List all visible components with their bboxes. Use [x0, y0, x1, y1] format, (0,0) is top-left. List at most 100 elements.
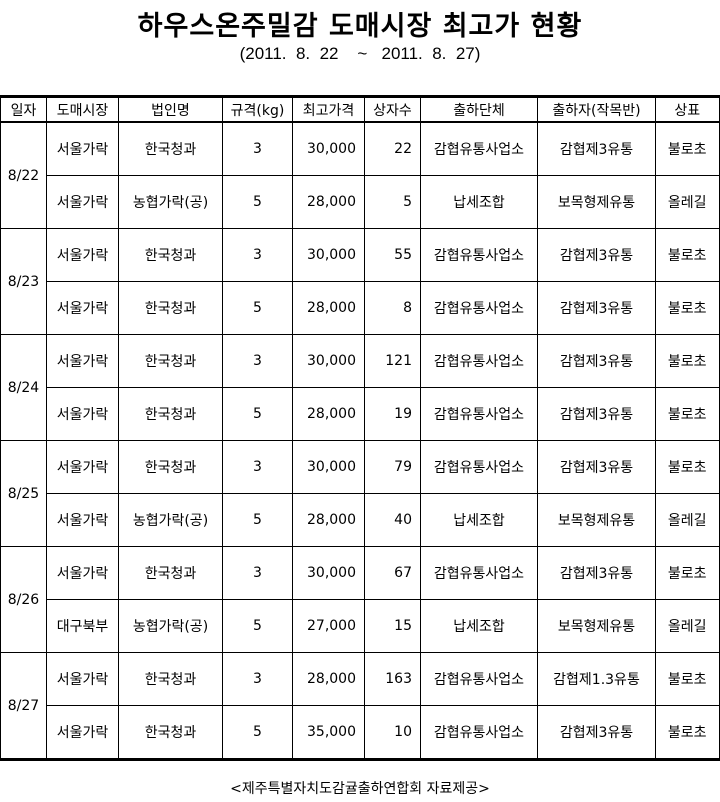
table-cell: 감협제3유통 [537, 281, 656, 335]
table-cell: 한국청과 [118, 334, 223, 388]
table-row: 8/24 서울가락 한국청과 3 30,000 121 감협유통사업소 감협제3유통 불로초 [0, 334, 720, 441]
table-cell: 5 [222, 281, 293, 335]
table-cell: 서울가락 [46, 175, 119, 229]
price-table: 일자 도매시장 법인명 규격(kg) 최고가격 상자수 출하단체 출하자(작목반) 상표 8/2… [0, 95, 720, 761]
table-cell: 한국청과 [118, 546, 223, 600]
table-header-row: 일자 도매시장 법인명 규격(kg) 최고가격 상자수 출하단체 출하자(작목반) 상표 [0, 96, 720, 123]
table-row: 서울가락 농협가락(공) 5 28,000 5 납세조합 보목형제유통 올레길 [1, 175, 720, 229]
table-cell: 서울가락 [46, 281, 119, 335]
source-note: <제주특별자치도감귤출하연합회 자료제공> [230, 781, 490, 797]
column-header: 상표 [655, 96, 720, 123]
table-cell: 감협유통사업소 [420, 228, 538, 282]
table-cell: 불로초 [655, 281, 720, 335]
table-cell: 28,000 [292, 281, 365, 335]
table-cell: 3 [222, 652, 293, 706]
table-cell: 30,000 [292, 121, 365, 176]
date-cell: 8/22 [0, 121, 47, 229]
table-cell: 79 [364, 440, 421, 494]
table-cell: 한국청과 [118, 440, 223, 494]
table-cell: 감협제3유통 [537, 387, 656, 441]
table-cell: 28,000 [292, 175, 365, 229]
table-row: 8/22 서울가락 한국청과 3 30,000 22 감협유통사업소 감협제3유통 불로초 [0, 121, 720, 229]
table-cell: 8 [364, 281, 421, 335]
table-cell: 30,000 [292, 546, 365, 600]
column-header: 출하자(작목반) [537, 96, 656, 123]
table-cell: 납세조합 [420, 599, 538, 653]
table-row: 8/25 서울가락 한국청과 3 30,000 79 감협유통사업소 감협제3유통 불로초 [0, 440, 720, 547]
page-title: 하우스온주밀감 도매시장 최고가 현황 [137, 11, 583, 42]
table-cell: 감협제3유통 [537, 546, 656, 600]
table-cell: 불로초 [655, 440, 720, 494]
table-cell: 30,000 [292, 228, 365, 282]
table-row: 8/23 서울가락 한국청과 3 30,000 55 감협유통사업소 감협제3유통 불로초 [0, 228, 720, 335]
date-cell: 8/27 [0, 652, 47, 760]
table-cell: 보목형제유통 [537, 599, 656, 653]
table-cell: 서울가락 [46, 334, 119, 388]
table-cell: 5 [222, 599, 293, 653]
table-cell: 서울가락 [46, 493, 119, 547]
table-row: 서울가락 한국청과 5 28,000 19 감협유통사업소 감협제3유통 불로초 [1, 387, 720, 441]
date-cell: 8/25 [0, 440, 47, 547]
table-cell: 불로초 [655, 652, 720, 706]
table-cell: 감협유통사업소 [420, 387, 538, 441]
table-cell: 불로초 [655, 387, 720, 441]
table-cell: 보목형제유통 [537, 493, 656, 547]
table-cell: 5 [222, 705, 293, 760]
table-cell: 28,000 [292, 493, 365, 547]
table-cell: 올레길 [655, 175, 720, 229]
table-cell: 감협제3유통 [537, 121, 656, 176]
table-cell: 5 [222, 175, 293, 229]
table-cell: 불로초 [655, 334, 720, 388]
table-cell: 서울가락 [46, 387, 119, 441]
table-cell: 28,000 [292, 652, 365, 706]
table-cell: 농협가락(공) [118, 493, 223, 547]
column-header: 규격(kg) [222, 96, 293, 123]
table-cell: 163 [364, 652, 421, 706]
column-header: 도매시장 [46, 96, 119, 123]
table-cell: 대구북부 [46, 599, 119, 653]
date-cell: 8/26 [0, 546, 47, 653]
table-cell: 불로초 [655, 546, 720, 600]
table-cell: 감협유통사업소 [420, 705, 538, 760]
table-row: 서울가락 농협가락(공) 5 28,000 40 납세조합 보목형제유통 올레길 [1, 493, 720, 547]
table-cell: 한국청과 [118, 228, 223, 282]
table-cell: 3 [222, 546, 293, 600]
table-cell: 121 [364, 334, 421, 388]
column-header: 법인명 [118, 96, 223, 123]
column-header: 일자 [0, 96, 47, 123]
table-row: 대구북부 농협가락(공) 5 27,000 15 납세조합 보목형제유통 올레길 [1, 599, 720, 653]
table-cell: 한국청과 [118, 281, 223, 335]
table-cell: 서울가락 [46, 121, 119, 176]
table-cell: 35,000 [292, 705, 365, 760]
table-cell: 감협유통사업소 [420, 334, 538, 388]
table-cell: 한국청과 [118, 387, 223, 441]
table-cell: 농협가락(공) [118, 599, 223, 653]
column-header: 출하단체 [420, 96, 538, 123]
table-cell: 불로초 [655, 121, 720, 176]
table-cell: 19 [364, 387, 421, 441]
column-header: 상자수 [364, 96, 421, 123]
table-cell: 22 [364, 121, 421, 176]
date-range: (2011. 8. 22 ~ 2011. 8. 27) [239, 44, 481, 63]
table-cell: 올레길 [655, 599, 720, 653]
table-row: 8/27 서울가락 한국청과 3 28,000 163 감협유통사업소 감협제1.3유통 불로초 [0, 652, 720, 760]
table-cell: 감협제3유통 [537, 705, 656, 760]
table-cell: 30,000 [292, 440, 365, 494]
table-cell: 5 [364, 175, 421, 229]
table-cell: 감협유통사업소 [420, 121, 538, 176]
date-cell: 8/24 [0, 334, 47, 441]
table-cell: 한국청과 [118, 705, 223, 760]
table-cell: 30,000 [292, 334, 365, 388]
table-cell: 납세조합 [420, 493, 538, 547]
table-cell: 15 [364, 599, 421, 653]
table-cell: 3 [222, 440, 293, 494]
column-header: 최고가격 [292, 96, 365, 123]
table-cell: 한국청과 [118, 121, 223, 176]
table-row: 8/26 서울가락 한국청과 3 30,000 67 감협유통사업소 감협제3유통 불로초 [0, 546, 720, 653]
table-cell: 한국청과 [118, 652, 223, 706]
table-cell: 감협유통사업소 [420, 440, 538, 494]
table-cell: 서울가락 [46, 652, 119, 706]
table-cell: 농협가락(공) [118, 175, 223, 229]
table-cell: 3 [222, 334, 293, 388]
table-cell: 납세조합 [420, 175, 538, 229]
